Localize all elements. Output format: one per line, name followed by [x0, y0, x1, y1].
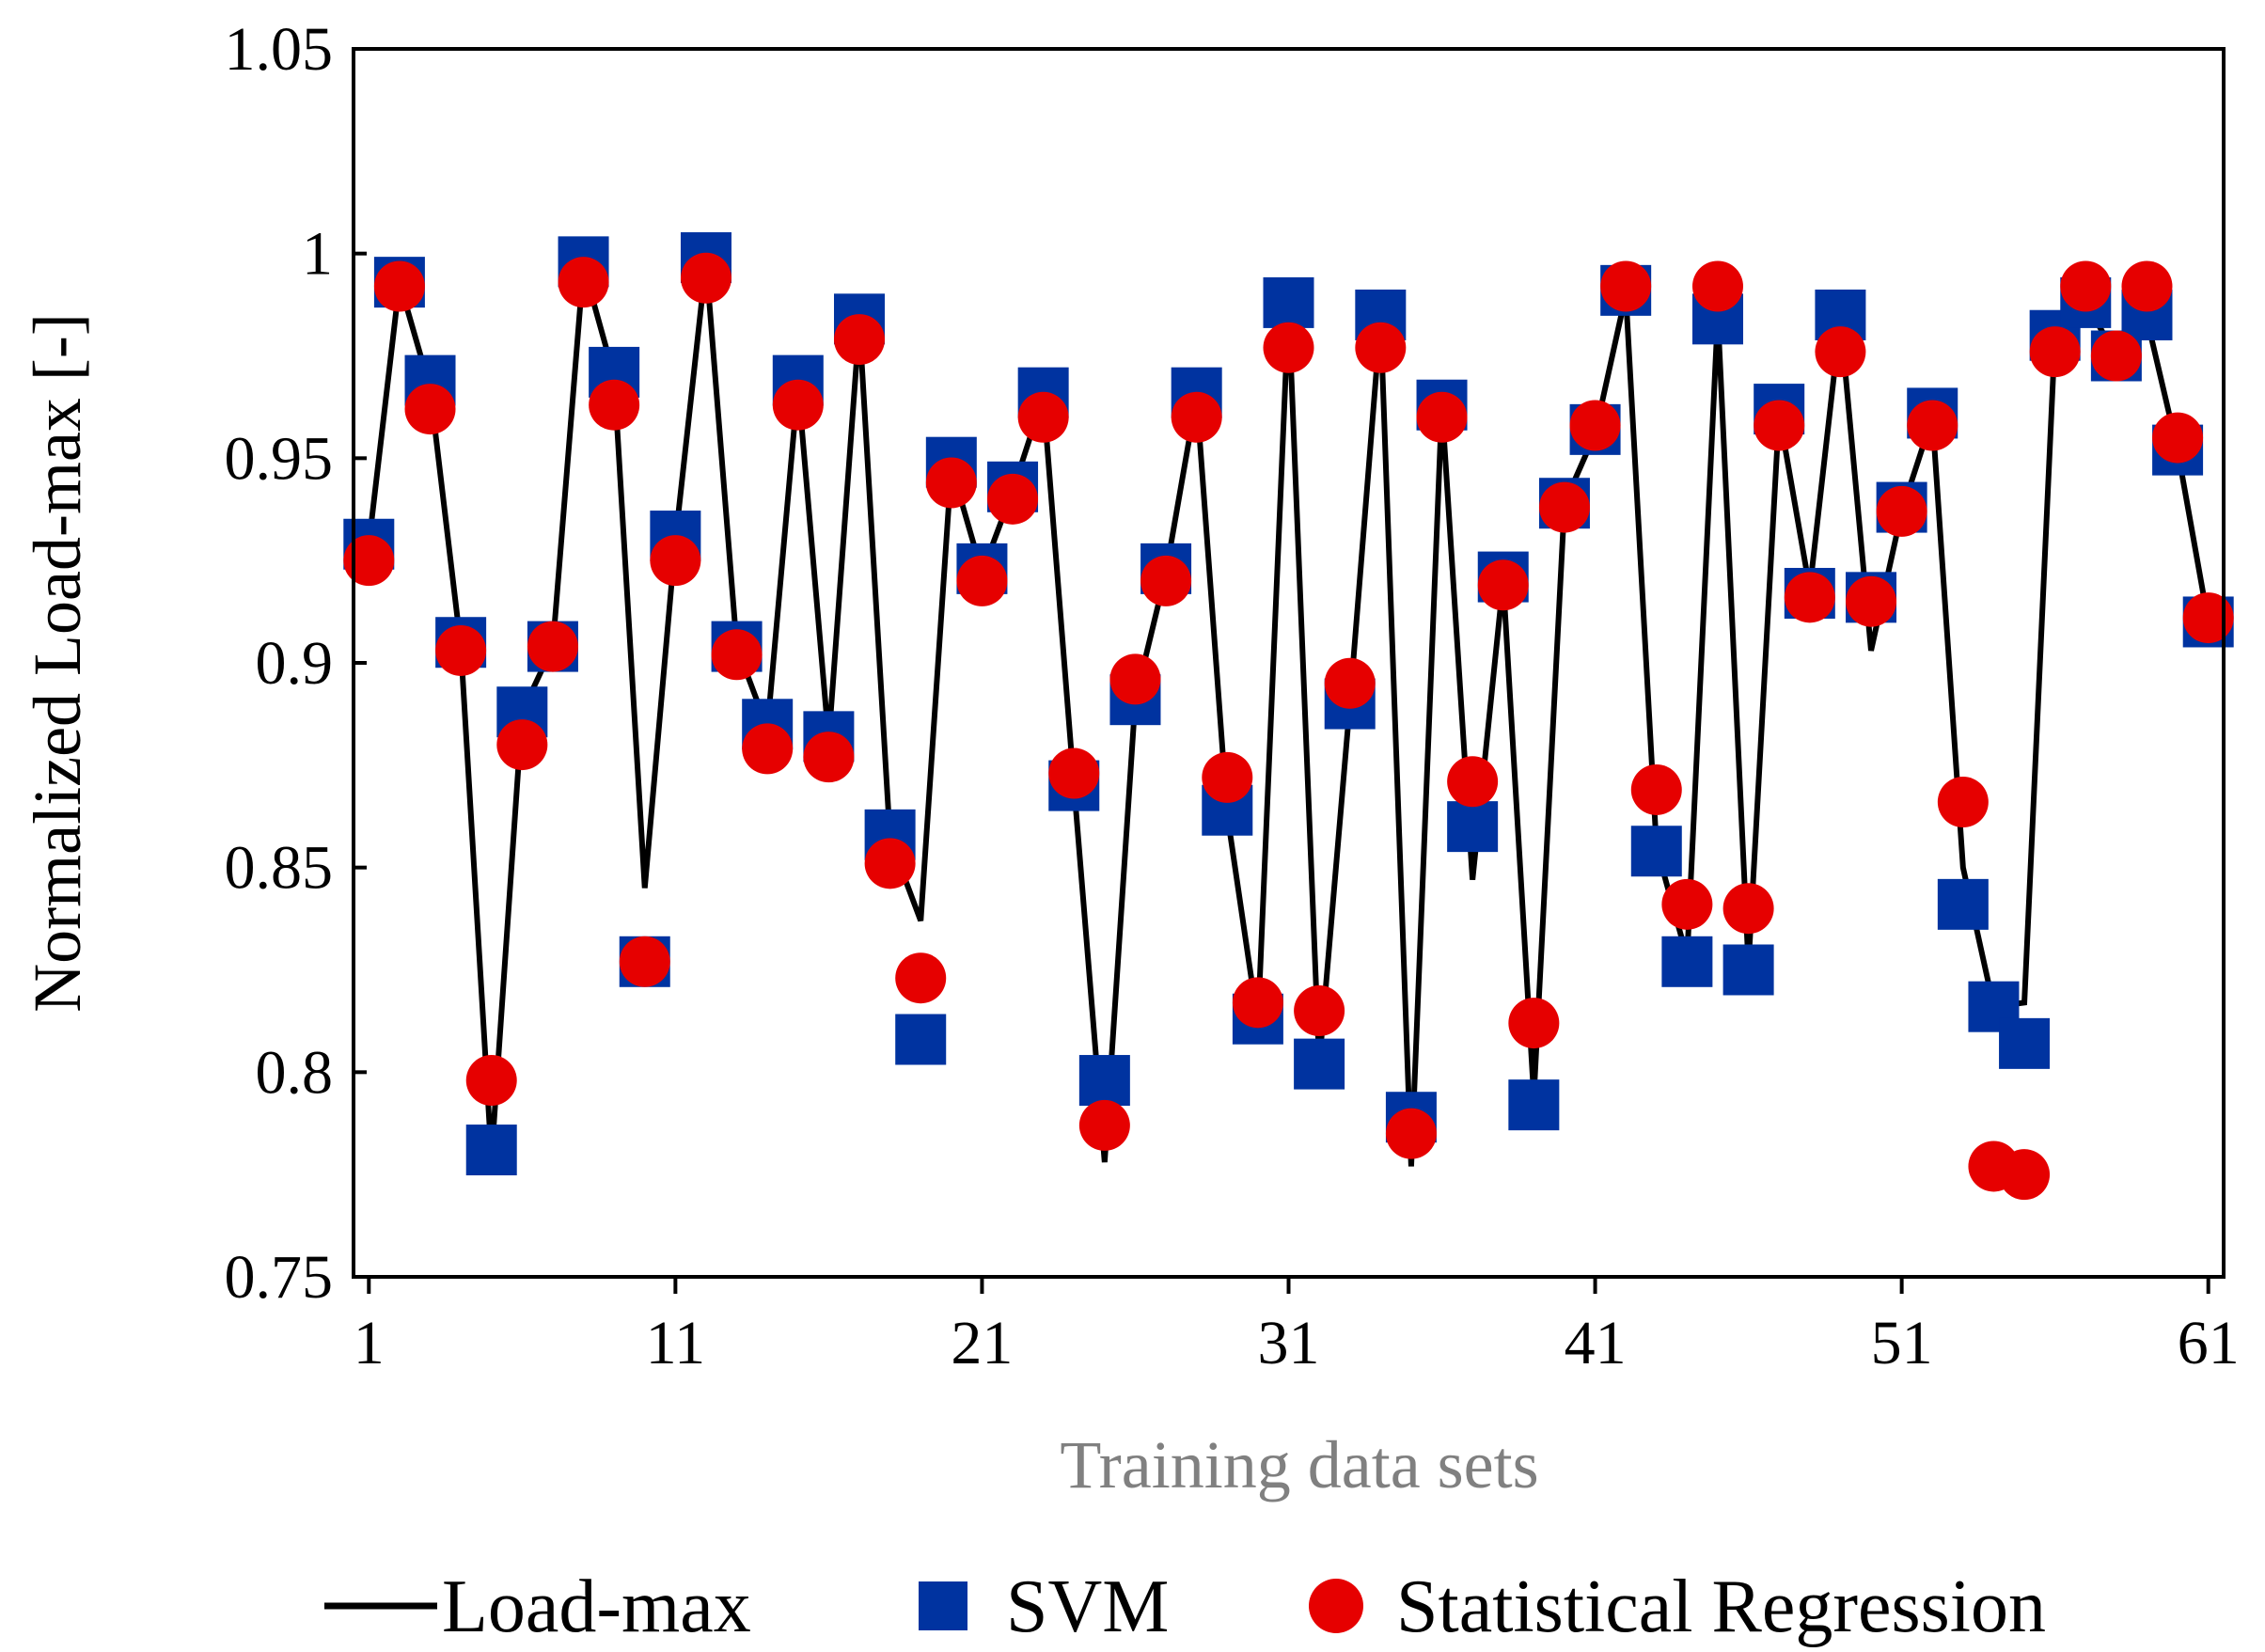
- regression-point: [956, 555, 1008, 606]
- regression-point: [1937, 777, 1989, 828]
- regression-point: [1017, 391, 1069, 443]
- regression-point: [1508, 998, 1560, 1049]
- svm-point: [465, 1125, 517, 1176]
- regression-point: [1294, 985, 1345, 1037]
- x-tick-label: 61: [2178, 1309, 2240, 1377]
- y-tick-label: 0.8: [256, 1038, 334, 1107]
- regression-point: [1784, 572, 1835, 623]
- regression-point: [895, 952, 947, 1004]
- y-tick-label: 1: [302, 220, 333, 289]
- svm-point: [1722, 944, 1774, 996]
- regression-point: [373, 260, 425, 312]
- regression-point: [404, 384, 456, 435]
- y-tick-label: 0.9: [256, 629, 334, 698]
- plot-marks: [343, 232, 2234, 1201]
- regression-point: [2090, 330, 2142, 382]
- regression-point: [2060, 260, 2112, 312]
- x-tick-label: 31: [1258, 1309, 1320, 1377]
- svm-point: [1661, 936, 1713, 987]
- regression-point: [1171, 391, 1222, 443]
- regression-point: [1232, 977, 1283, 1029]
- x-tick-label: 11: [646, 1309, 706, 1377]
- regression-point: [1140, 555, 1192, 606]
- regression-point: [864, 838, 916, 889]
- regression-point: [1109, 653, 1161, 705]
- regression-point: [2121, 260, 2173, 312]
- regression-point: [742, 723, 794, 775]
- regression-point: [1661, 878, 1713, 930]
- regression-point: [1630, 763, 1682, 815]
- regression-point: [2182, 592, 2234, 644]
- regression-point: [680, 252, 731, 304]
- svm-point: [1508, 1079, 1560, 1131]
- y-tick-label: 1.05: [225, 15, 334, 84]
- regression-point: [1569, 400, 1621, 451]
- regression-point: [527, 621, 578, 672]
- regression-point: [1722, 883, 1774, 935]
- svm-point: [1078, 1055, 1130, 1107]
- regression-point: [2029, 326, 2081, 378]
- x-tick-label: 51: [1871, 1309, 1933, 1377]
- svm-point: [1294, 1038, 1345, 1090]
- regression-point: [987, 473, 1039, 525]
- y-tick-label: 0.75: [225, 1243, 334, 1312]
- regression-point: [834, 314, 886, 366]
- regression-point: [1691, 260, 1743, 312]
- regression-point: [1078, 1099, 1130, 1151]
- regression-point: [496, 719, 548, 771]
- x-tick-label: 41: [1565, 1309, 1627, 1377]
- legend-label-statistical-regression: Statistical Regression: [1396, 1565, 2046, 1648]
- svm-point: [1447, 801, 1499, 853]
- regression-point: [925, 457, 977, 509]
- legend-square-swatch: [919, 1581, 967, 1630]
- regression-point: [1263, 322, 1314, 373]
- y-tick-label: 0.95: [225, 424, 334, 493]
- regression-point: [1477, 559, 1529, 611]
- regression-point: [1385, 1108, 1437, 1159]
- regression-point: [2152, 412, 2204, 464]
- regression-point: [589, 379, 640, 431]
- y-tick-label: 0.85: [225, 834, 334, 903]
- regression-point: [465, 1055, 517, 1107]
- regression-point: [1907, 400, 1958, 451]
- regression-point: [1447, 756, 1499, 808]
- x-axis-ticks: 1 11 21 31 41 51 61: [354, 1277, 2240, 1377]
- x-tick-label: 1: [354, 1309, 385, 1377]
- svm-point: [1937, 878, 1989, 930]
- svm-point: [895, 1014, 947, 1065]
- regression-point: [343, 535, 395, 587]
- regression-point: [1876, 485, 1927, 537]
- regression-point: [435, 624, 487, 676]
- regression-point: [558, 257, 609, 308]
- regression-point: [1754, 400, 1805, 451]
- regression-point: [650, 535, 701, 587]
- legend: Load-max SVM Statistical Regression: [324, 1565, 2046, 1648]
- regression-point: [772, 379, 824, 431]
- regression-point: [1846, 575, 1897, 627]
- y-axis-ticks: 0.75 0.8 0.85 0.9 0.95 1 1.05: [225, 15, 367, 1312]
- regression-point: [1202, 751, 1253, 803]
- regression-point: [1416, 391, 1468, 443]
- x-axis-title: Training data sets: [1060, 1427, 1538, 1503]
- regression-point: [1600, 260, 1652, 312]
- regression-point: [1324, 657, 1376, 709]
- svm-point: [1263, 276, 1314, 328]
- regression-point: [803, 732, 855, 783]
- regression-point: [1048, 747, 1100, 799]
- regression-point: [619, 936, 670, 987]
- regression-point: [1815, 326, 1866, 378]
- legend-circle-swatch: [1309, 1579, 1363, 1633]
- x-tick-label: 21: [951, 1309, 1013, 1377]
- regression-point: [1999, 1149, 2051, 1201]
- regression-point: [711, 629, 763, 681]
- svm-point: [1630, 826, 1682, 877]
- legend-label-svm: SVM: [1006, 1565, 1169, 1648]
- regression-point: [1355, 322, 1407, 373]
- y-axis-title: Normalized Load-max [-]: [20, 313, 95, 1013]
- svm-point: [1999, 1017, 2051, 1069]
- legend-label-load-max: Load-max: [442, 1565, 751, 1648]
- regression-point: [1538, 481, 1590, 533]
